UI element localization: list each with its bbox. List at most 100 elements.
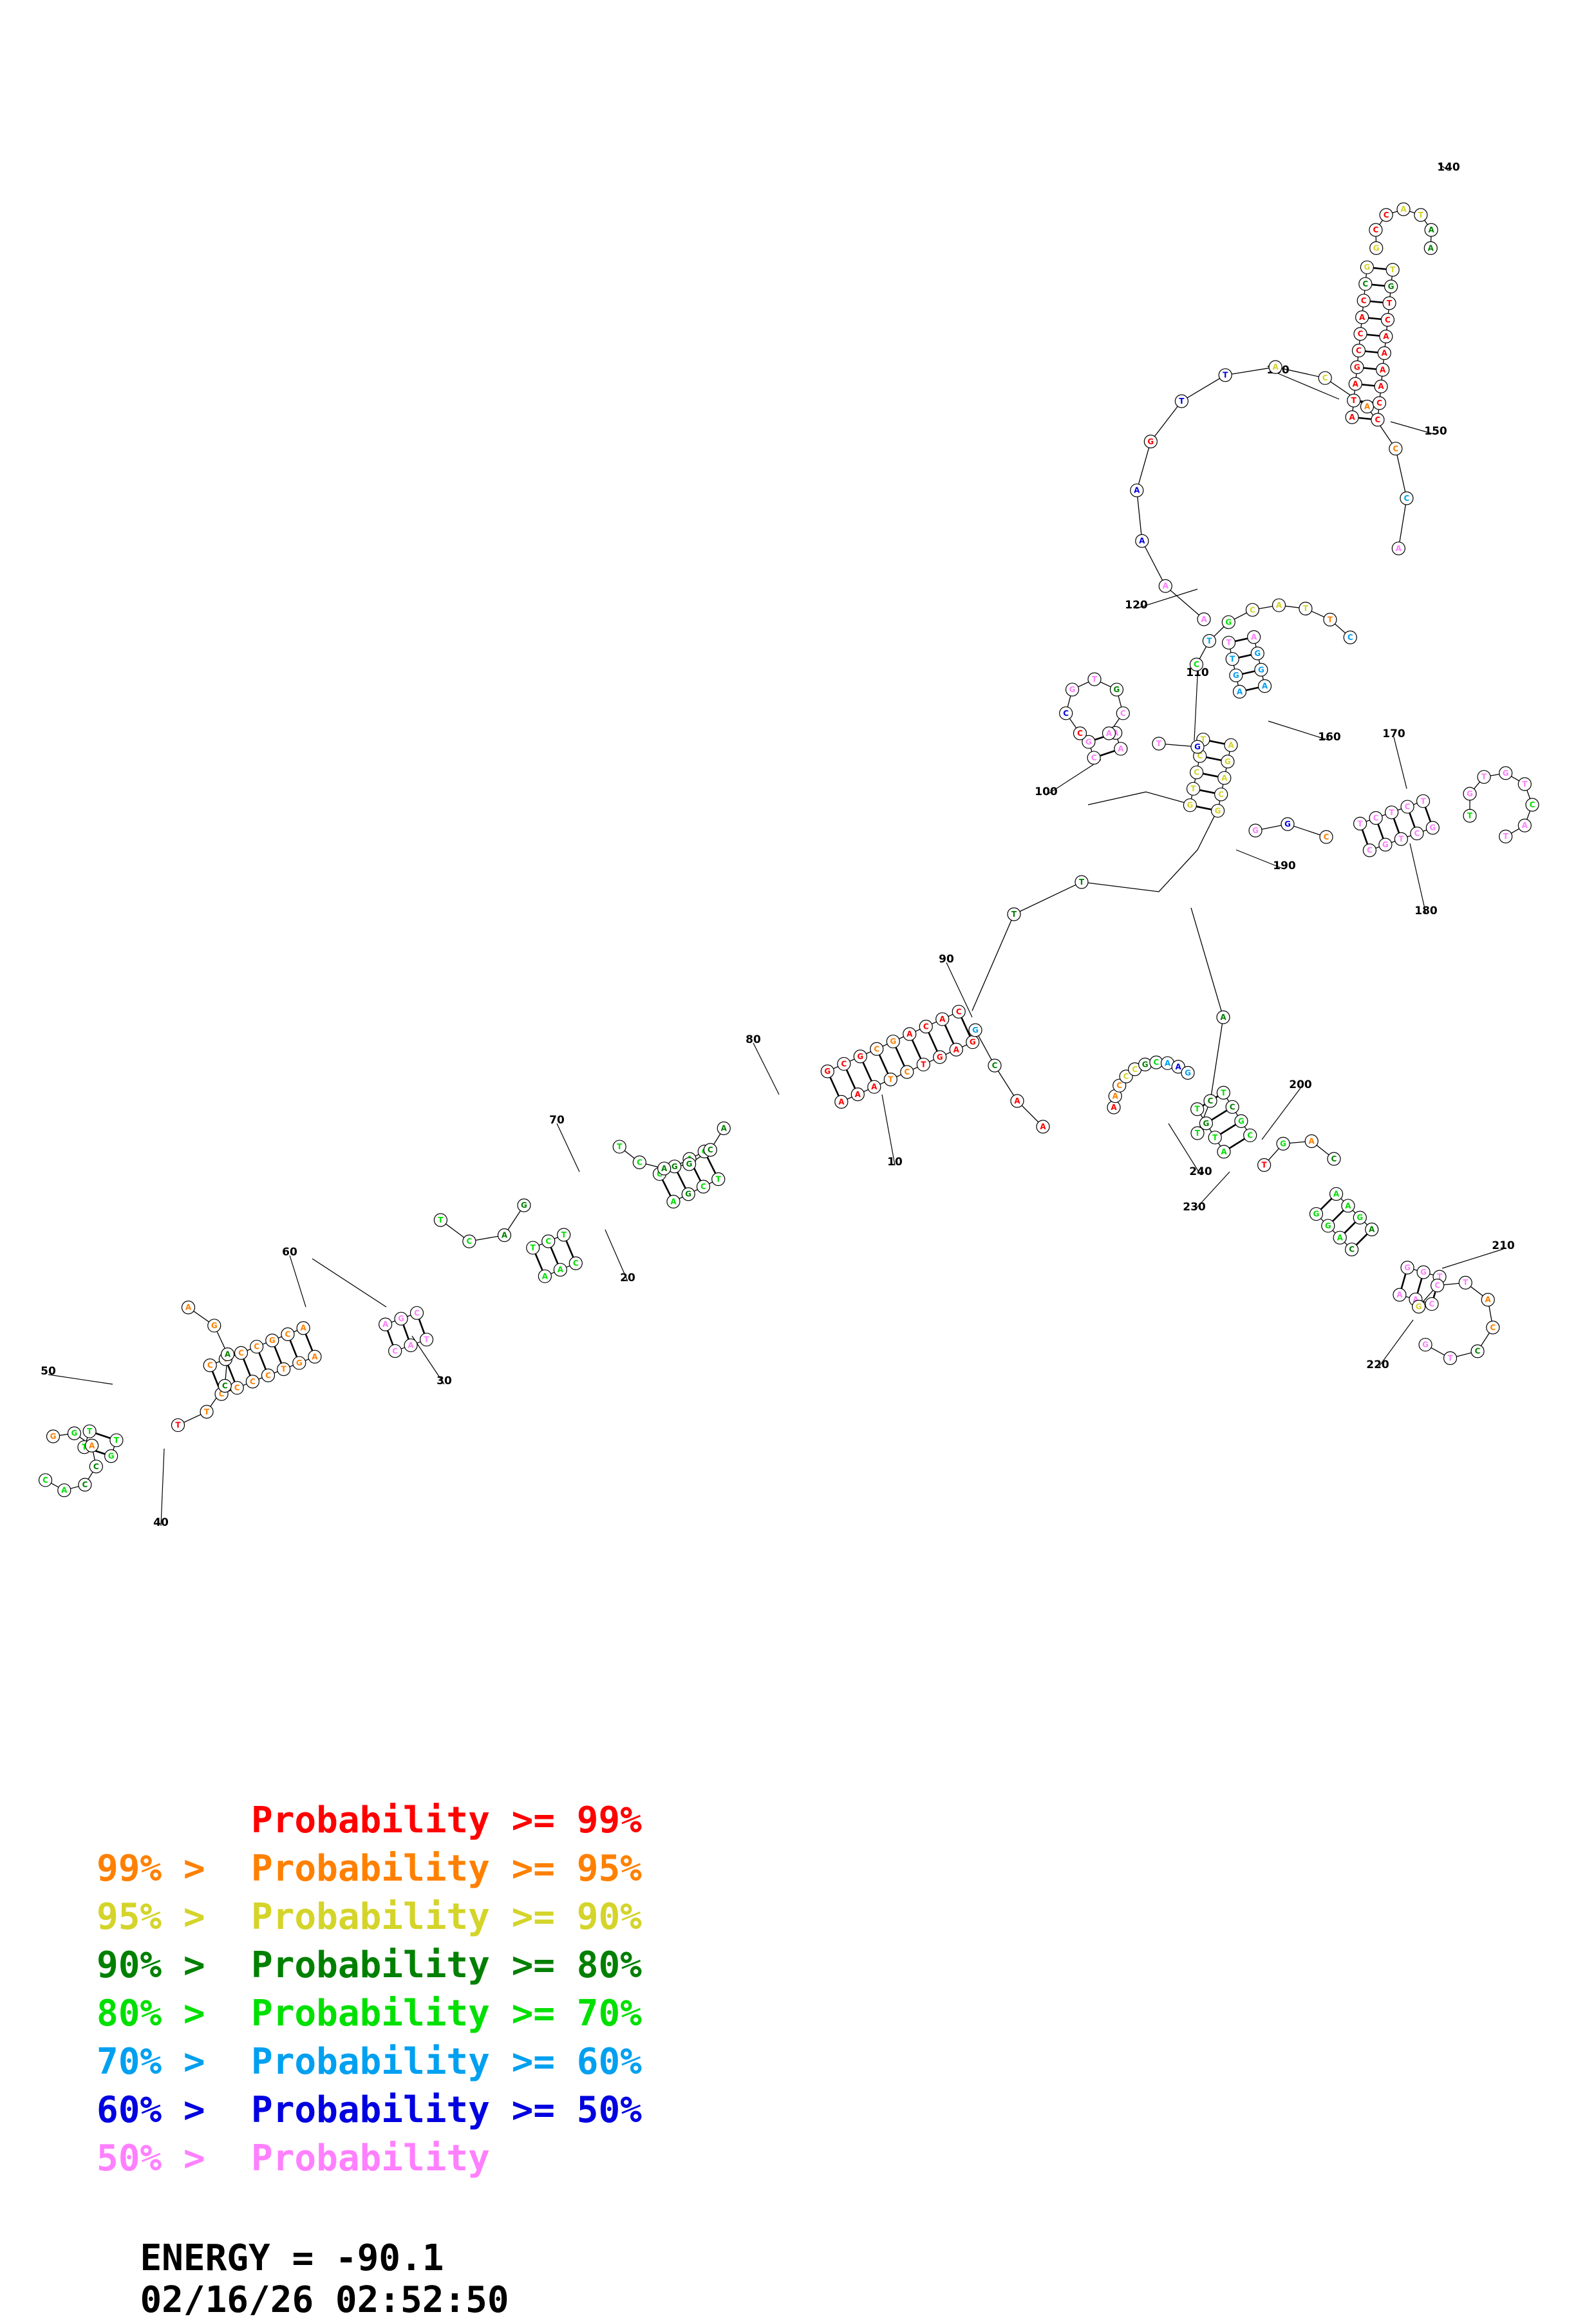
nucleotide-base: C (466, 1237, 472, 1246)
nucleotide-base: A (670, 1197, 677, 1206)
nucleotide-circle (935, 1012, 950, 1026)
nucleotide-base: G (1147, 437, 1154, 446)
nucleotide-circle (1382, 296, 1396, 310)
nucleotide-circle (419, 1333, 434, 1347)
nucleotide-base: C (1324, 832, 1329, 841)
nucleotide-base: A (1220, 1013, 1226, 1022)
nucleotide: G (1321, 1219, 1335, 1233)
position-ticks: 1020304050607080901001101201301401501601… (41, 161, 1515, 1529)
nucleotide: G (1234, 1114, 1248, 1128)
nucleotide-base: C (93, 1462, 99, 1471)
nucleotide-circle (46, 1429, 61, 1443)
timestamp: 02/16/26 02:52:50 (140, 2279, 509, 2321)
nucleotide-circle (1218, 368, 1232, 382)
nucleotide-base: A (953, 1045, 960, 1054)
nucleotide: C (89, 1460, 103, 1474)
nucleotide: C (1113, 1078, 1127, 1093)
position-label: 30 (437, 1375, 452, 1387)
nucleotide-base: C (1154, 1058, 1159, 1067)
nucleotide-circle (1431, 1279, 1445, 1293)
nucleotide-circle (1379, 208, 1393, 222)
nucleotide: A (1257, 679, 1272, 693)
nucleotide-circle (1257, 1158, 1272, 1172)
nucleotide-base: A (89, 1441, 95, 1450)
nucleotide-base: C (1404, 494, 1410, 503)
nucleotide-base: C (1194, 660, 1199, 669)
legend-threshold: 60% > (97, 2089, 205, 2131)
nucleotide-base: A (1165, 1058, 1171, 1067)
nucleotide: A (497, 1228, 512, 1243)
nucleotide-circle (916, 1057, 930, 1072)
nucleotide: A (1423, 241, 1438, 255)
nucleotide: T (1190, 1102, 1205, 1116)
nucleotide-circle (1171, 1060, 1185, 1074)
nucleotide-circle (1389, 442, 1403, 456)
nucleotide: T (1075, 875, 1089, 889)
nucleotide-base: A (1378, 382, 1384, 391)
nucleotide-circle (850, 1087, 865, 1102)
nucleotide: A (1376, 362, 1390, 377)
nucleotide-circle (82, 1424, 97, 1438)
nucleotide-circle (1410, 826, 1424, 841)
nucleotide: G (292, 1356, 306, 1370)
nucleotide: A (1197, 612, 1211, 626)
nucleotide-base: C (1373, 814, 1379, 823)
nucleotide: G (1378, 838, 1393, 852)
nucleotide: T (711, 1172, 726, 1187)
position-tick (1377, 1319, 1414, 1369)
nucleotide: G (1463, 787, 1477, 801)
nucleotide-circle (1225, 1100, 1239, 1114)
nucleotide-circle (1369, 241, 1384, 255)
nucleotide-circle (1248, 823, 1263, 838)
nucleotide: T (883, 1073, 897, 1087)
nucleotide-base: T (1179, 397, 1185, 406)
nucleotide-base: A (1337, 1233, 1344, 1242)
position-label: 230 (1183, 1201, 1206, 1214)
nucleotide-base: G (1422, 1340, 1429, 1349)
backbone-segment (673, 1178, 719, 1202)
nucleotide-base: G (1420, 1268, 1427, 1277)
nucleotide: G (1416, 1265, 1431, 1279)
nucleotide-circle (682, 1157, 697, 1171)
nucleotide-base: A (408, 1341, 414, 1350)
nucleotide-base: A (1428, 225, 1434, 234)
nucleotide-base: T (1221, 1088, 1226, 1097)
nucleotide-base: C (545, 1237, 551, 1246)
backbone-segment (1190, 907, 1224, 1102)
nucleotide: G (1221, 755, 1235, 769)
nucleotide-base: G (685, 1190, 691, 1199)
nucleotide-circle (1065, 682, 1080, 697)
nucleotide-circle (207, 1319, 221, 1333)
nucleotide-circle (820, 1064, 834, 1078)
nucleotide-circle (497, 1228, 512, 1243)
nucleotide: C (1243, 1128, 1257, 1143)
legend-threshold: 70% > (97, 2041, 205, 2083)
nucleotide-base: C (573, 1259, 579, 1268)
nucleotide: A (1224, 738, 1238, 752)
nucleotide-base: C (1116, 1081, 1122, 1090)
nucleotide: A (1391, 541, 1405, 556)
nucleotide-base: C (904, 1067, 910, 1076)
nucleotide-base: A (1201, 615, 1207, 624)
nucleotide-base: T (1398, 834, 1404, 843)
nucleotide: G (1190, 740, 1205, 754)
nucleotide-circle (1189, 657, 1204, 672)
nucleotide: A (1130, 484, 1144, 498)
nucleotide-base: A (1113, 1092, 1119, 1101)
nucleotide-circle (1232, 684, 1247, 699)
nucleotide-base: A (1309, 1137, 1315, 1146)
nucleotide-base: A (1364, 402, 1371, 411)
nucleotide-circle (1113, 1078, 1127, 1093)
nucleotide-base: C (82, 1480, 88, 1489)
nucleotide-circle (1221, 615, 1235, 629)
nucleotide: C (1371, 413, 1385, 427)
position-label: 190 (1273, 860, 1296, 872)
nucleotide: T (82, 1424, 97, 1438)
nucleotide: T (1152, 737, 1166, 751)
nucleotide: A (1036, 1120, 1050, 1134)
nucleotide-circle (1225, 652, 1239, 666)
nucleotide-circle (1234, 1114, 1248, 1128)
backbone-segment (1336, 1193, 1373, 1230)
nucleotide-base: A (1228, 740, 1234, 749)
nucleotide-base: A (1396, 544, 1402, 553)
